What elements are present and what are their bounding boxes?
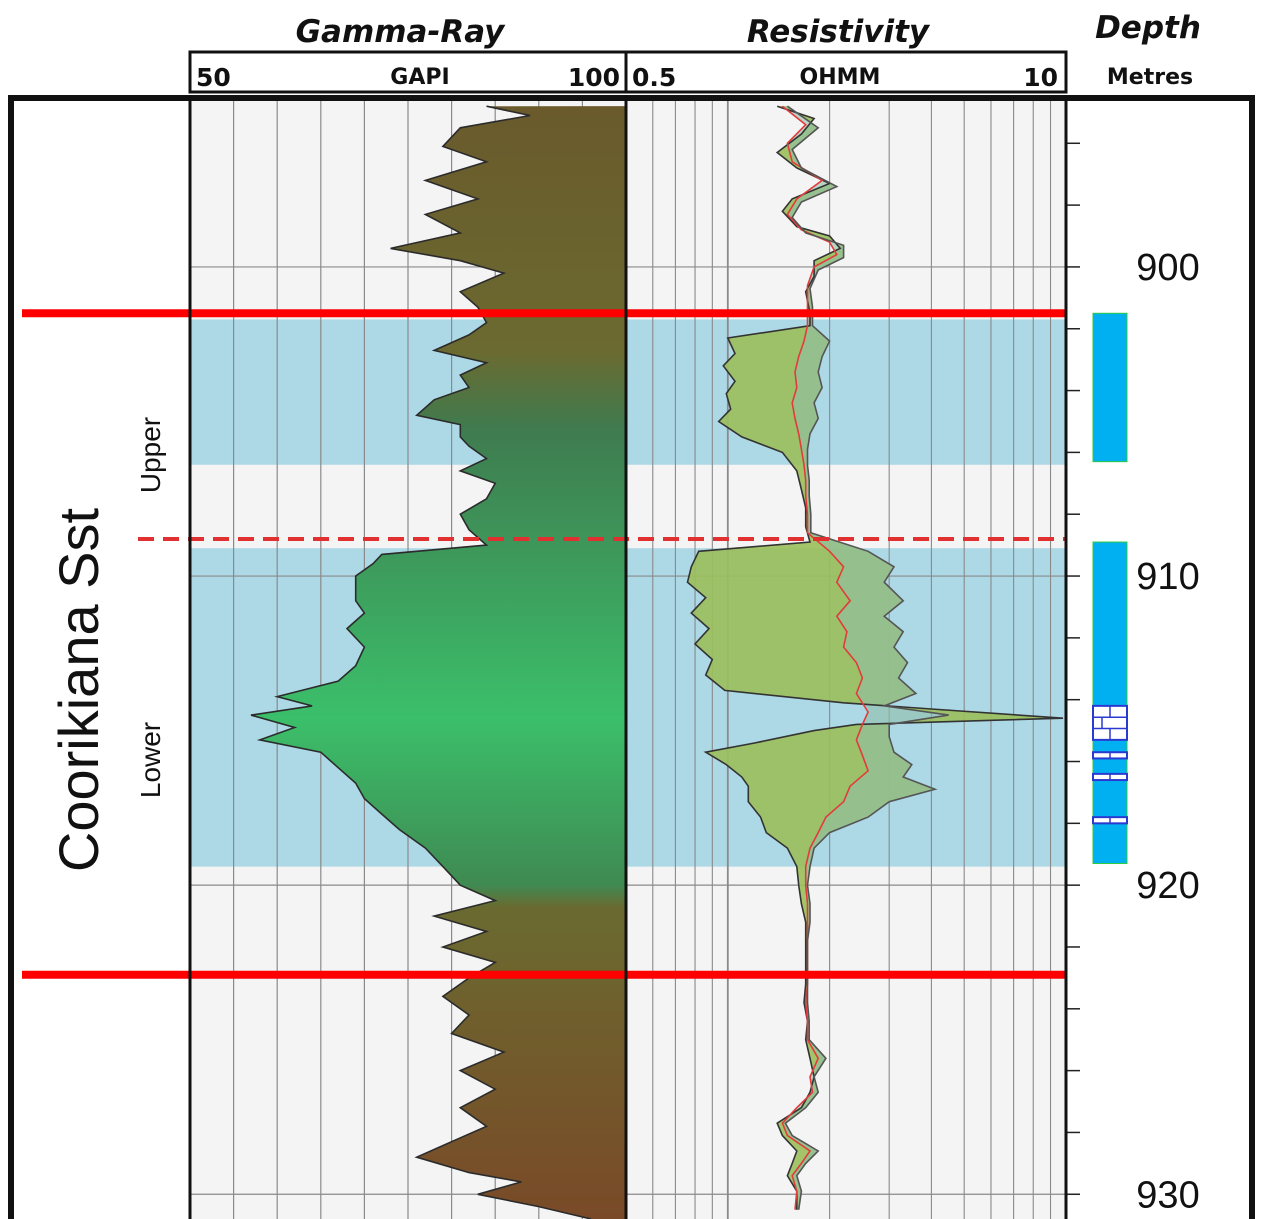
reservoir-bars xyxy=(1092,312,1128,865)
limestone-symbol xyxy=(1092,816,1128,825)
gamma-ray-unit: GAPI xyxy=(390,65,449,90)
gamma-ray-fill xyxy=(251,106,626,1219)
gamma-ray-scale-min: 50 xyxy=(196,63,231,92)
formation-lines xyxy=(22,309,1066,979)
depth-unit: Metres xyxy=(1107,65,1193,90)
gamma-ray-scale-max: 100 xyxy=(568,63,620,92)
resistivity-track xyxy=(686,105,1064,1210)
reservoir-bar xyxy=(1092,541,1128,865)
depth-label: 900 xyxy=(1136,247,1199,289)
zone-band-upper xyxy=(190,319,1066,465)
limestone-symbol xyxy=(1092,751,1128,760)
depth-label: 910 xyxy=(1136,556,1199,598)
resistivity-track-title: Resistivity xyxy=(747,14,931,50)
zone-lower-label: Lower xyxy=(135,722,166,798)
gamma-ray-track-title: Gamma-Ray xyxy=(296,14,507,50)
reservoir-bar xyxy=(1092,312,1128,463)
resistivity-fill-deep xyxy=(782,106,949,1210)
depth-label: 930 xyxy=(1136,1174,1199,1216)
depth-track: 900 910 920 930 xyxy=(1066,142,1200,1216)
gamma-ray-scale-box xyxy=(188,50,628,94)
resistivity-scale-box xyxy=(624,50,1068,94)
zone-upper-label: Upper xyxy=(135,417,166,493)
track-headers: Gamma-Ray Resistivity Depth 50 GAPI 100 … xyxy=(188,10,1201,94)
resistivity-curve-2 xyxy=(784,105,949,1210)
chart-frame xyxy=(8,95,1255,1219)
limestone-symbol xyxy=(1092,772,1128,782)
gamma-ray-track xyxy=(250,105,626,1219)
resistivity-unit: OHMM xyxy=(800,65,881,90)
limestone-symbol xyxy=(1092,704,1128,741)
formation-name-label: Coorikiana Sst xyxy=(47,507,110,872)
gamma-ray-curve xyxy=(250,105,592,1219)
resistivity-scale-min: 0.5 xyxy=(632,63,676,92)
depth-track-title: Depth xyxy=(1095,10,1201,46)
resistivity-scale-max: 10 xyxy=(1023,63,1058,92)
resistivity-curve-1 xyxy=(781,105,870,1210)
depth-label: 920 xyxy=(1136,865,1199,907)
